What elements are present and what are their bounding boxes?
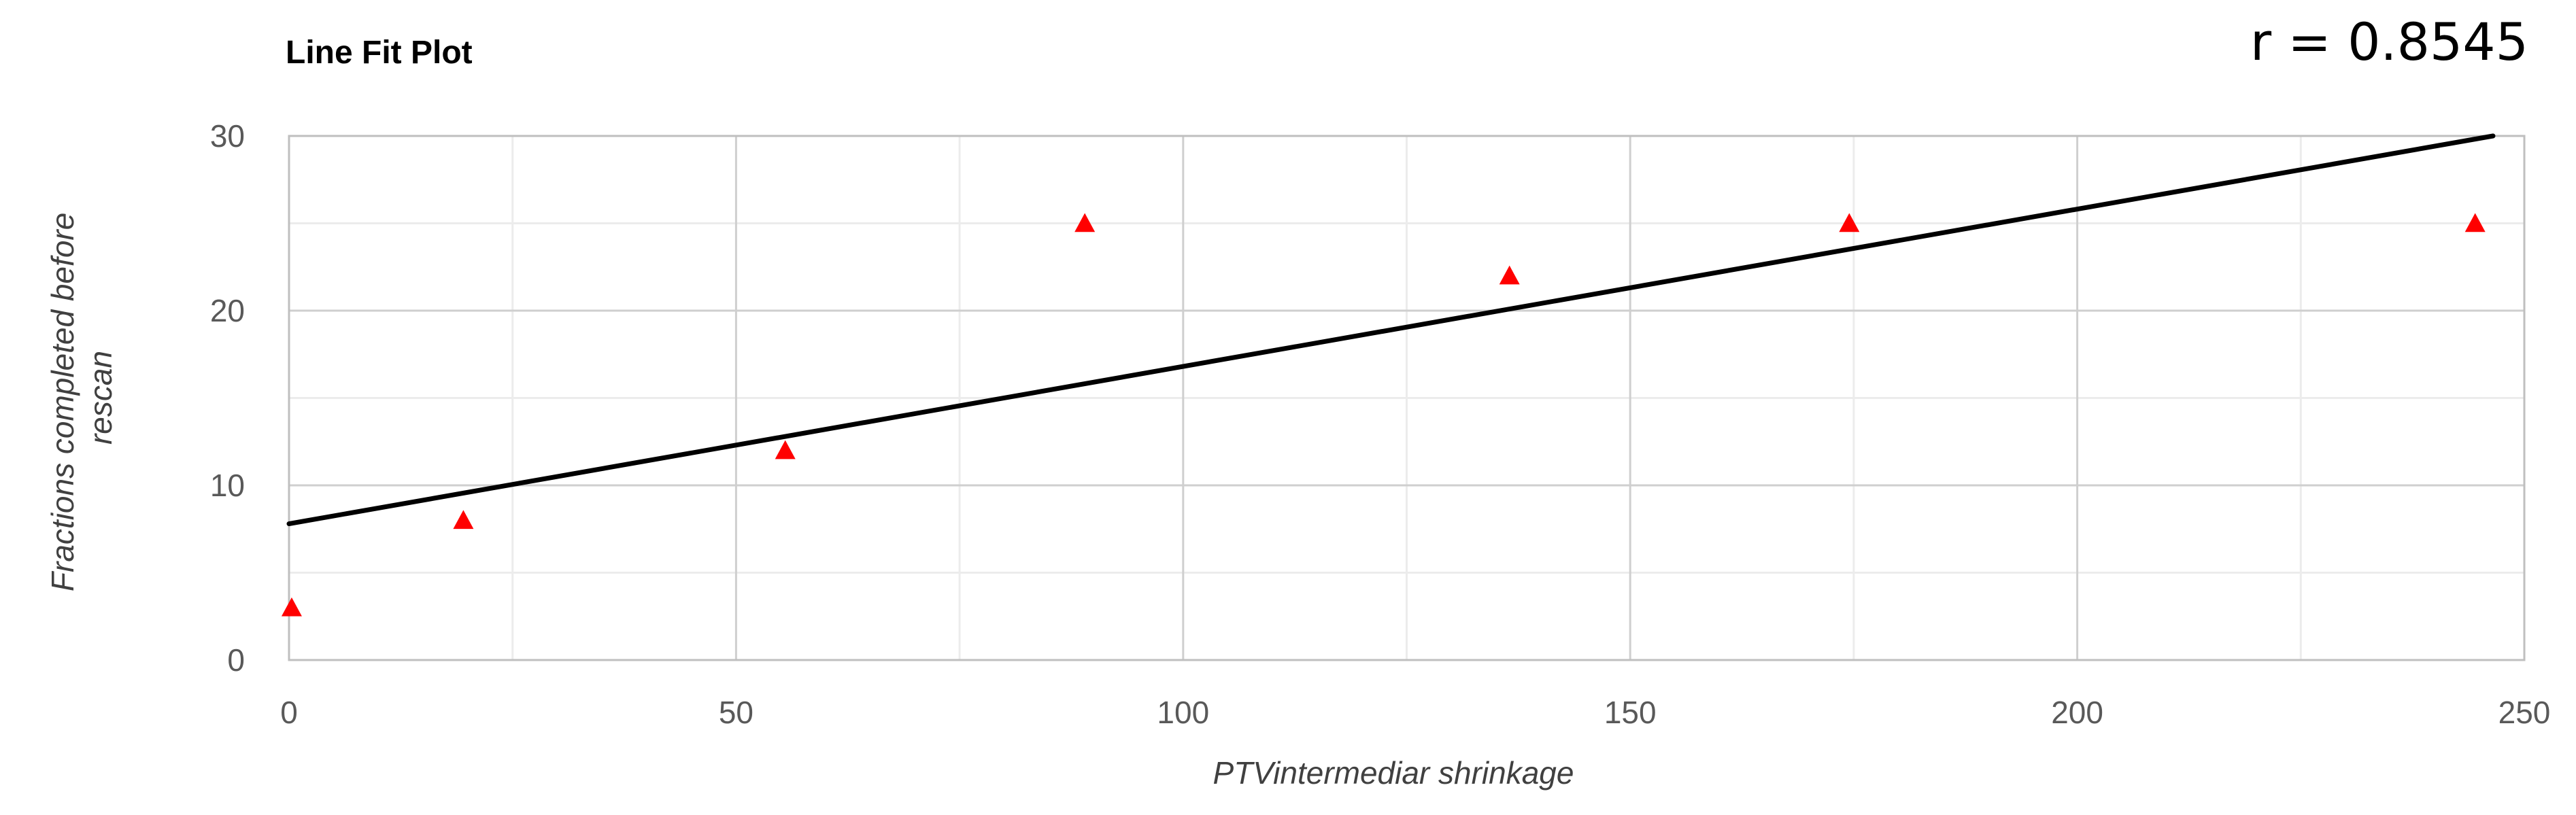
data-point [1839,213,1860,232]
chart-title: Line Fit Plot [286,35,473,71]
fit-line [286,133,2496,527]
x-axis-label: PTVintermediar shrinkage [1213,755,1574,791]
major-gridlines [289,136,2524,660]
y-tick-label: 0 [227,642,245,678]
y-axis-label-line-2: rescan [83,351,118,445]
y-tick-label: 10 [210,468,245,503]
data-points [281,213,2486,617]
data-point [1074,213,1096,232]
x-tick-label: 0 [280,695,298,730]
x-tick-label: 200 [2051,695,2103,730]
minor-gridlines [289,136,2524,660]
x-tick-label: 150 [1604,695,1657,730]
plot-area-frame [288,135,2526,661]
y-axis-label: Fractions completed before rescan [45,204,118,591]
data-point [453,510,474,530]
data-point [1499,265,1520,285]
x-tick-label: 100 [1157,695,1209,730]
x-tick-label: 50 [719,695,753,730]
correlation-annotation: r = 0.8545 [2250,12,2528,72]
data-point [281,597,302,617]
y-tick-label: 30 [210,118,245,154]
data-point [2464,213,2486,232]
y-axis-tick-labels: 0 10 20 30 [210,118,245,678]
y-tick-label: 20 [210,293,245,328]
x-axis-tick-labels: 0 50 100 150 200 250 [280,695,2550,730]
data-point [775,440,796,459]
y-axis-label-line-1: Fractions completed before [45,213,80,591]
x-tick-label: 250 [2498,695,2551,730]
